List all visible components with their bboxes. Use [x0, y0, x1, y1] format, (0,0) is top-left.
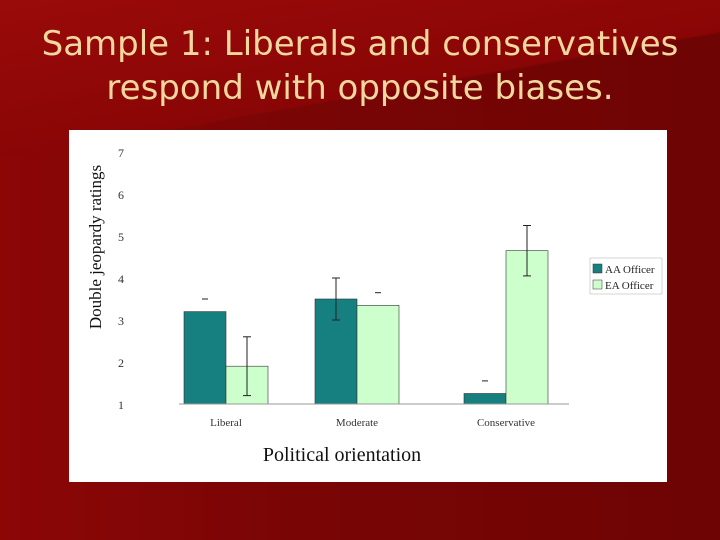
legend-swatch — [592, 279, 603, 290]
legend-swatch — [592, 263, 603, 274]
y-tick-label: 7 — [118, 146, 124, 160]
y-tick-label: 4 — [118, 272, 124, 286]
y-axis-label: Double jeopardy ratings — [86, 165, 105, 329]
y-tick-label: 3 — [118, 314, 124, 328]
legend-label: EA Officer — [605, 280, 654, 292]
bar-aa-liberal — [183, 311, 227, 405]
legend-label: AA Officer — [605, 264, 655, 276]
slide-title-line-1: Sample 1: Liberals and conservatives — [41, 24, 679, 64]
bar-chart: 1 2 3 4 5 6 7 Liberal Moderate Conservative Doub… — [86, 146, 663, 466]
y-tick-label: 5 — [118, 230, 124, 244]
x-tick-label: Conservative — [477, 417, 535, 429]
x-tick-label: Liberal — [210, 417, 242, 429]
x-tick-label: Moderate — [336, 417, 378, 429]
slide-title-line-2: respond with opposite biases. — [106, 68, 614, 108]
legend: AA Officer EA Officer — [589, 257, 663, 295]
y-tick-label: 1 — [118, 398, 124, 412]
y-tick-label: 6 — [118, 188, 124, 202]
y-tick-label: 2 — [118, 356, 124, 370]
slide-title: Sample 1: Liberals and conservatives res… — [20, 22, 700, 110]
chart-panel: 1 2 3 4 5 6 7 Liberal Moderate Conservative Doub… — [69, 130, 667, 482]
x-axis-label: Political orientation — [263, 444, 421, 466]
bar-aa-conservative — [463, 393, 507, 405]
bar-ea-moderate — [356, 305, 400, 405]
